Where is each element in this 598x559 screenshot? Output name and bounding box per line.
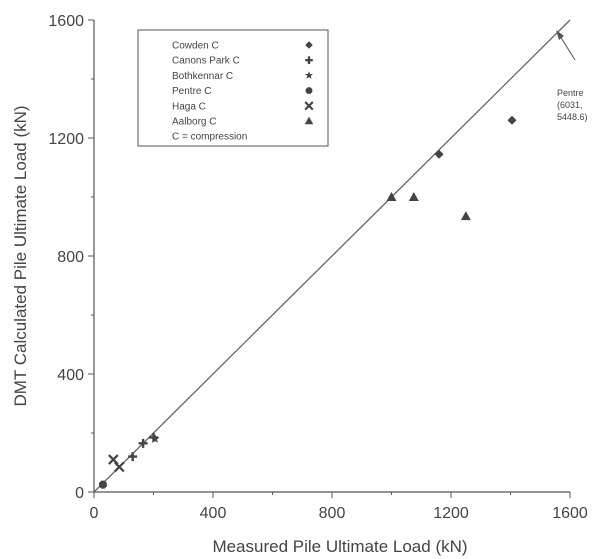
point-haga-c [114, 461, 125, 473]
y-axis-title: DMT Calculated Pile Ultimate Load (kN) [11, 105, 30, 406]
axes: 00 400 400 800 800 1200 1200 1600 1600 Measured P… [11, 13, 588, 556]
legend-marker [304, 116, 314, 125]
x-tick-label: 1600 [552, 505, 588, 522]
x-tick-label: 400 [200, 505, 227, 522]
legend-box [137, 29, 329, 147]
legend-marker [304, 101, 314, 111]
annotation-line: Pentre [557, 88, 584, 98]
point-cowden-c [507, 115, 517, 125]
legend-label: Bothkennar C [172, 71, 233, 82]
x-tick-label: 0 [90, 505, 99, 522]
reference-line-group [93, 19, 571, 493]
legend-marker [305, 41, 313, 49]
y-tick-label: 0 [75, 485, 84, 502]
annotation-line: (6031, [557, 100, 583, 110]
legend: Cowden C Canons Park C Bothkennar C Pentre … [137, 29, 329, 147]
annotation-line: 5448.6) [557, 112, 588, 122]
annotation: Pentre (6031, 5448.6) [556, 30, 588, 122]
point-canons-park-c [138, 438, 148, 448]
y-tick-label: 800 [57, 249, 84, 266]
point-canons-park-c [128, 452, 138, 462]
annotation-arrow-line [559, 35, 576, 61]
x-tick-label: 800 [319, 505, 346, 522]
legend-label: Pentre C [172, 86, 211, 97]
legend-note: C = compression [172, 132, 247, 143]
point-aalborg-c [408, 192, 419, 201]
legend-marker [305, 56, 313, 64]
legend-label: Haga C [172, 101, 206, 112]
legend-label: Aalborg C [172, 117, 216, 128]
y-tick-label: 400 [57, 367, 84, 384]
legend-marker [304, 71, 314, 79]
point-aalborg-c [386, 192, 397, 201]
x-axis-title: Measured Pile Ultimate Load (kN) [212, 537, 467, 556]
y-tick-label: 1200 [48, 131, 84, 148]
data-points [98, 115, 517, 489]
legend-marker [305, 87, 313, 94]
x-tick-label: 1200 [433, 505, 469, 522]
point-bothkennar-c [150, 433, 160, 443]
y-tick-label: 1600 [48, 13, 84, 30]
point-aalborg-c [460, 211, 471, 221]
point-cowden-c [434, 149, 444, 159]
reference-line [93, 19, 571, 493]
point-pentre-c [98, 480, 107, 489]
annotation-arrowhead [556, 30, 564, 40]
legend-label: Cowden C [172, 41, 219, 52]
legend-label: Canons Park C [172, 56, 240, 67]
